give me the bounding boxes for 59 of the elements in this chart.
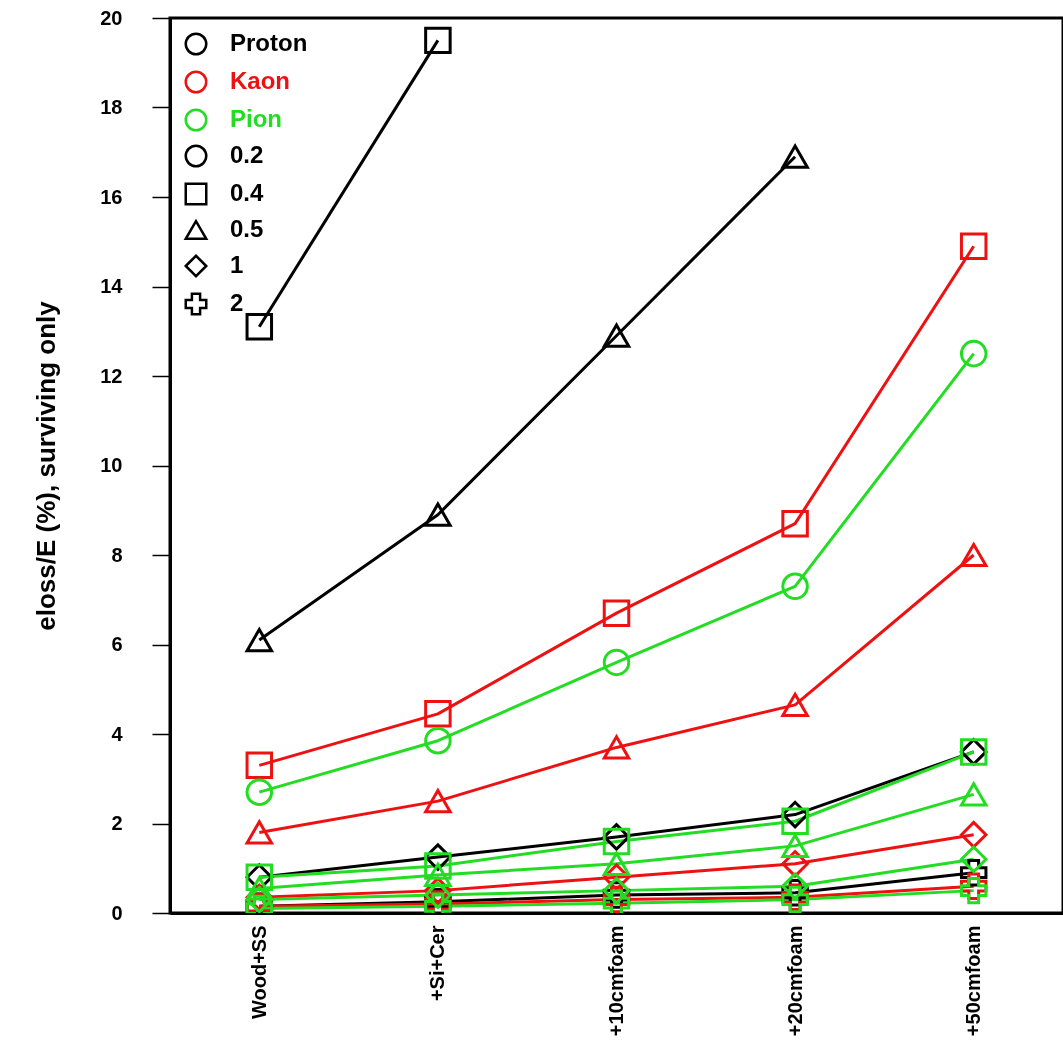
point bbox=[245, 876, 274, 901]
annotation: Pion bbox=[230, 105, 282, 132]
legend-label: 0.5 bbox=[230, 215, 264, 242]
point bbox=[245, 313, 274, 341]
y-axis-title: eloss/E (%), surviving only bbox=[31, 300, 62, 631]
point bbox=[602, 599, 631, 627]
point bbox=[245, 820, 274, 845]
point bbox=[781, 572, 809, 601]
y-tick-label: 14 bbox=[100, 275, 124, 297]
x-tick-label: +50cmfoam bbox=[962, 925, 985, 1037]
point bbox=[424, 700, 452, 728]
point bbox=[424, 789, 452, 814]
point bbox=[959, 820, 988, 849]
point bbox=[781, 509, 809, 538]
point bbox=[424, 852, 452, 880]
x-tick-label: +Si+Cer bbox=[426, 925, 449, 1002]
point bbox=[424, 862, 452, 888]
point bbox=[602, 827, 631, 856]
point bbox=[959, 232, 988, 260]
x-tick-label: +10cmfoam bbox=[605, 925, 627, 1037]
y-tick-label: 16 bbox=[100, 185, 123, 208]
x-tick-label: Wood+SS bbox=[247, 925, 270, 1020]
point bbox=[424, 26, 452, 55]
y-tick-label: 0 bbox=[111, 901, 123, 924]
point bbox=[959, 339, 988, 368]
point bbox=[959, 876, 988, 905]
point bbox=[245, 751, 274, 780]
y-tick-label: 10 bbox=[100, 454, 123, 476]
legend-label: 0.4 bbox=[230, 179, 265, 206]
point bbox=[602, 323, 631, 348]
legend-label: 2 bbox=[230, 289, 244, 316]
legend-label: 0.2 bbox=[230, 141, 264, 168]
x-tick-label: +20cmfoam bbox=[783, 925, 806, 1037]
point bbox=[781, 833, 809, 858]
point bbox=[959, 845, 988, 874]
annotation: Kaon bbox=[230, 67, 290, 94]
y-tick-label: 2 bbox=[111, 812, 123, 834]
y-tick-label: 8 bbox=[111, 543, 123, 566]
annotation: Proton bbox=[230, 29, 308, 56]
point bbox=[602, 648, 631, 677]
point bbox=[781, 807, 809, 836]
point bbox=[245, 627, 274, 653]
y-tick-label: 20 bbox=[100, 6, 123, 29]
point bbox=[781, 144, 809, 169]
point bbox=[602, 735, 631, 760]
point bbox=[424, 502, 452, 527]
point bbox=[245, 778, 274, 806]
point bbox=[959, 542, 988, 568]
point bbox=[959, 782, 988, 807]
point bbox=[602, 876, 631, 905]
y-tick-label: 4 bbox=[111, 722, 124, 745]
y-tick-label: 6 bbox=[111, 633, 123, 655]
point bbox=[781, 692, 809, 718]
point bbox=[781, 872, 809, 900]
y-tick-label: 18 bbox=[100, 96, 123, 118]
legend-label: 1 bbox=[230, 251, 244, 278]
point bbox=[424, 726, 452, 755]
point bbox=[602, 851, 631, 876]
y-tick-label: 12 bbox=[100, 364, 123, 387]
